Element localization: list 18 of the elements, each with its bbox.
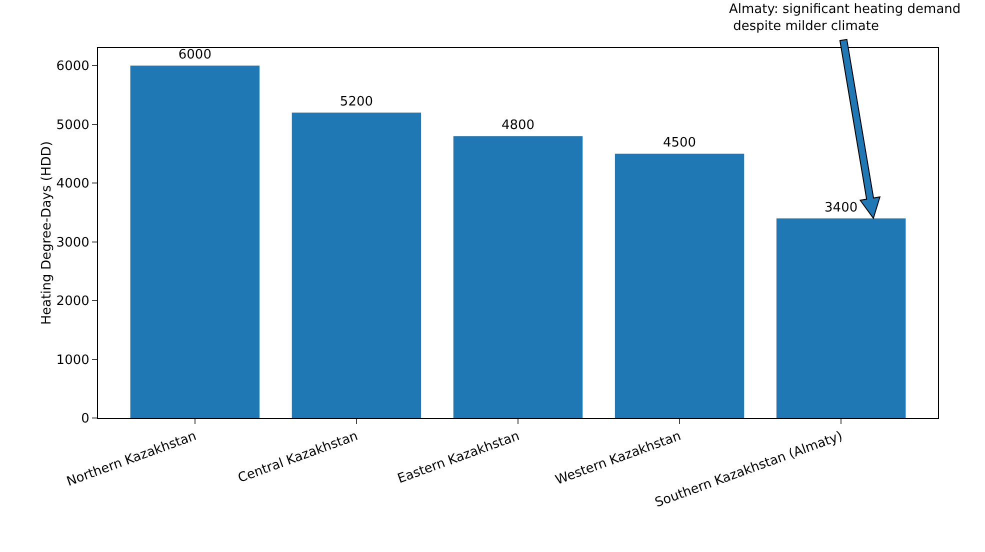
y-tick-label: 5000 <box>56 118 90 133</box>
y-tick-label: 4000 <box>56 176 90 192</box>
data-label: 4800 <box>501 118 535 134</box>
text: Almaty: significant heating demand despite milder climate <box>729 2 961 34</box>
bar <box>292 112 422 418</box>
y-tick-label: 1000 <box>56 352 90 368</box>
data-label: 4500 <box>662 136 696 151</box>
data-label: 3400 <box>824 200 858 216</box>
y-tick-label: 3000 <box>56 235 90 250</box>
data-label: 5200 <box>340 94 374 110</box>
bar <box>130 66 260 418</box>
bar <box>614 154 744 418</box>
y-axis-title: Heating Degree-Days (HDD) <box>39 141 54 325</box>
bar <box>453 136 583 418</box>
y-tick-label: 0 <box>81 412 90 427</box>
y-tick-label: 2000 <box>56 294 90 310</box>
data-label: 6000 <box>178 48 212 63</box>
y-tick-label: 6000 <box>56 59 90 74</box>
